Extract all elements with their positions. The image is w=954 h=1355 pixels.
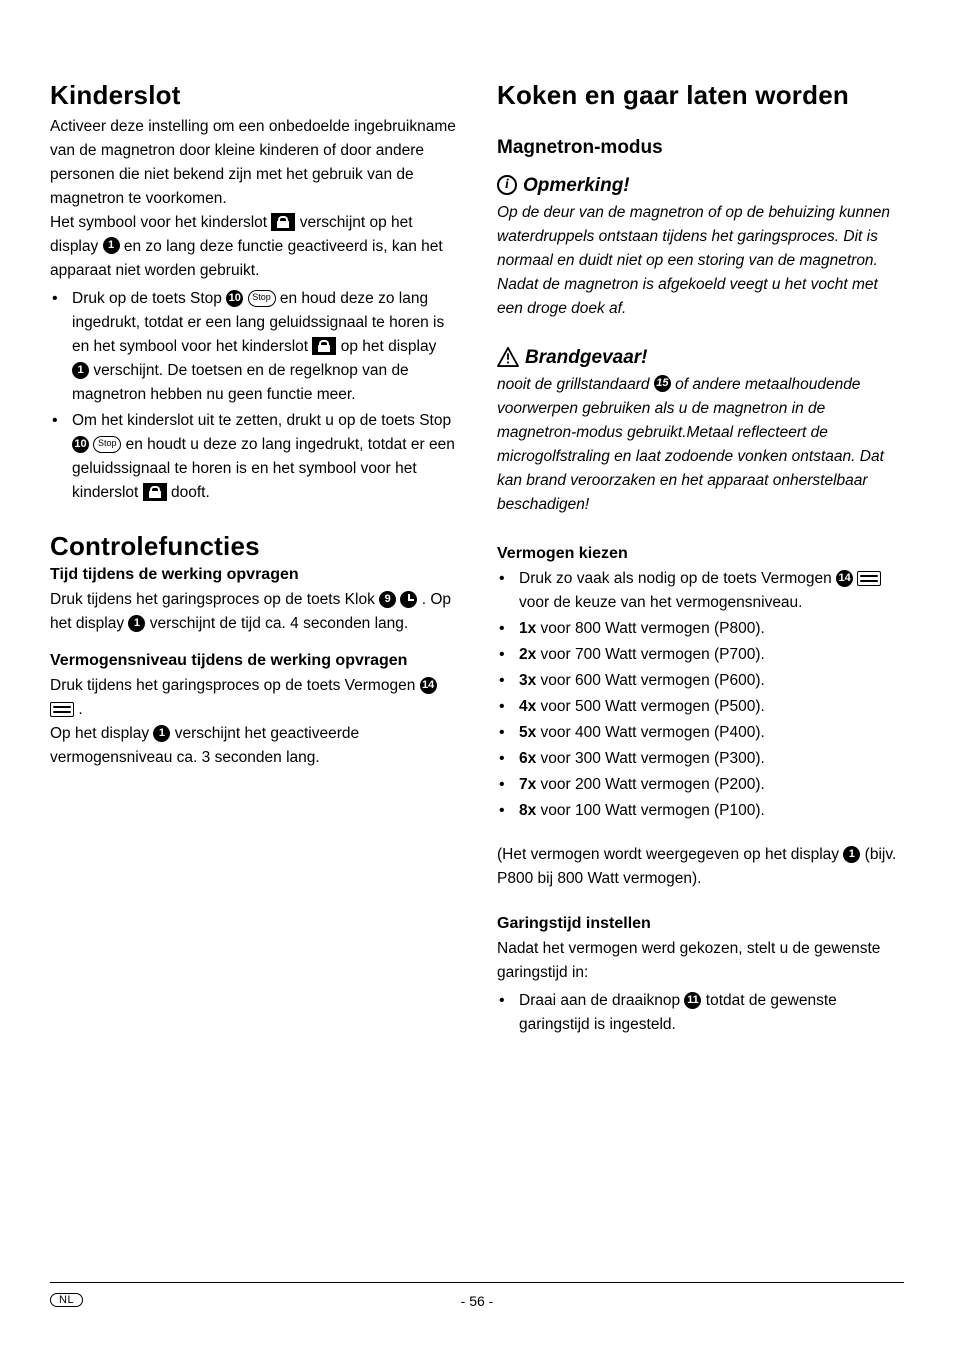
text: Op het display bbox=[50, 725, 153, 742]
page-number: - 56 - bbox=[461, 1293, 494, 1309]
ref-1-icon: 1 bbox=[103, 237, 120, 254]
list-item: 3x voor 600 Watt vermogen (P600). bbox=[497, 669, 904, 693]
text: voor 200 Watt vermogen (P200). bbox=[536, 776, 765, 793]
text: verschijnt. De toetsen en de regelknop v… bbox=[72, 362, 409, 403]
count: 6x bbox=[519, 750, 536, 767]
heading-garingstijd: Garingstijd instellen bbox=[497, 915, 904, 933]
count: 4x bbox=[519, 698, 536, 715]
list-item: 8x voor 100 Watt vermogen (P100). bbox=[497, 799, 904, 823]
power-icon bbox=[857, 571, 881, 586]
ref-1-icon: 1 bbox=[843, 846, 860, 863]
brandgevaar-body: nooit de grillstandaard 15 of andere met… bbox=[497, 373, 904, 517]
heading-opmerking: i Opmerking! bbox=[497, 175, 904, 197]
list-item: 1x voor 800 Watt vermogen (P800). bbox=[497, 617, 904, 641]
opmerking-body: Op de deur van de magnetron of op de beh… bbox=[497, 201, 904, 321]
vermogen-body-1: Druk tijdens het garingsproces op de toe… bbox=[50, 674, 457, 722]
ref-1-icon: 1 bbox=[153, 725, 170, 742]
heading-brandgevaar: Brandgevaar! bbox=[497, 347, 904, 369]
garingstijd-list: Draai aan de draaiknop 11 totdat de gewe… bbox=[497, 989, 904, 1037]
text: voor 300 Watt vermogen (P300). bbox=[536, 750, 765, 767]
text: Druk op de toets Stop bbox=[72, 290, 226, 307]
stop-icon: Stop bbox=[93, 436, 121, 453]
right-column: Koken en gaar laten worden Magnetron-mod… bbox=[497, 80, 904, 1039]
vermogen-body-2: Op het display 1 verschijnt het geactive… bbox=[50, 722, 457, 770]
heading-koken: Koken en gaar laten worden bbox=[497, 80, 904, 111]
text: Druk tijdens het garingsproces op de toe… bbox=[50, 677, 420, 694]
heading-vermogen-kiezen: Vermogen kiezen bbox=[497, 545, 904, 563]
count: 7x bbox=[519, 776, 536, 793]
list-item: 2x voor 700 Watt vermogen (P700). bbox=[497, 643, 904, 667]
text: voor 600 Watt vermogen (P600). bbox=[536, 672, 765, 689]
text: Om het kinderslot uit te zetten, drukt u… bbox=[72, 412, 451, 429]
text: Het symbool voor het kinderslot bbox=[50, 214, 271, 231]
text: voor 800 Watt vermogen (P800). bbox=[536, 620, 765, 637]
ref-10-icon: 10 bbox=[226, 290, 243, 307]
list-item: Draai aan de draaiknop 11 totdat de gewe… bbox=[497, 989, 904, 1037]
ref-10-icon: 10 bbox=[72, 436, 89, 453]
warning-icon bbox=[497, 347, 519, 367]
clock-icon bbox=[400, 591, 417, 608]
list-item: Druk zo vaak als nodig op de toets Vermo… bbox=[497, 567, 904, 615]
count: 8x bbox=[519, 802, 536, 819]
text: Druk zo vaak als nodig op de toets Vermo… bbox=[519, 570, 836, 587]
ref-1-icon: 1 bbox=[72, 362, 89, 379]
page-footer: NL - 56 - bbox=[50, 1282, 904, 1309]
text: voor 500 Watt vermogen (P500). bbox=[536, 698, 765, 715]
vermogen-note: (Het vermogen wordt weergegeven op het d… bbox=[497, 843, 904, 891]
ref-11-icon: 11 bbox=[684, 992, 701, 1009]
tijd-body: Druk tijdens het garingsproces op de toe… bbox=[50, 588, 457, 636]
ref-14-icon: 14 bbox=[836, 570, 853, 587]
ref-14-icon: 14 bbox=[420, 677, 437, 694]
power-icon bbox=[50, 702, 74, 717]
opmerking-label: Opmerking! bbox=[523, 175, 630, 197]
text: Activeer deze instelling om een onbedoel… bbox=[50, 118, 456, 207]
heading-vermogensniveau: Vermogensniveau tijdens de werking opvra… bbox=[50, 652, 457, 670]
ref-15-icon: 15 bbox=[654, 375, 671, 392]
lock-icon bbox=[271, 213, 295, 231]
brandgevaar-label: Brandgevaar! bbox=[525, 347, 648, 369]
text: verschijnt de tijd ca. 4 seconden lang. bbox=[150, 615, 409, 632]
stop-icon: Stop bbox=[248, 290, 276, 307]
list-item: 5x voor 400 Watt vermogen (P400). bbox=[497, 721, 904, 745]
count: 2x bbox=[519, 646, 536, 663]
text: . bbox=[78, 701, 82, 718]
text: voor de keuze van het vermogensniveau. bbox=[519, 594, 802, 611]
text: en houdt u deze zo lang ingedrukt, totda… bbox=[72, 436, 455, 501]
text: op het display bbox=[341, 338, 437, 355]
lock-icon bbox=[312, 337, 336, 355]
text: dooft. bbox=[171, 484, 210, 501]
text: Druk tijdens het garingsproces op de toe… bbox=[50, 591, 379, 608]
language-badge: NL bbox=[50, 1293, 83, 1307]
count: 3x bbox=[519, 672, 536, 689]
garingstijd-intro: Nadat het vermogen werd gekozen, stelt u… bbox=[497, 937, 904, 985]
heading-tijd: Tijd tijdens de werking opvragen bbox=[50, 566, 457, 584]
kinderslot-list: Druk op de toets Stop 10 Stop en houd de… bbox=[50, 287, 457, 505]
text: voor 100 Watt vermogen (P100). bbox=[536, 802, 765, 819]
text: voor 400 Watt vermogen (P400). bbox=[536, 724, 765, 741]
list-item: Druk op de toets Stop 10 Stop en houd de… bbox=[50, 287, 457, 407]
lock-icon bbox=[143, 483, 167, 501]
page-columns: Kinderslot Activeer deze instelling om e… bbox=[50, 80, 904, 1039]
heading-controlefuncties: Controlefuncties bbox=[50, 531, 457, 562]
left-column: Kinderslot Activeer deze instelling om e… bbox=[50, 80, 457, 1039]
info-icon: i bbox=[497, 175, 517, 195]
ref-9-icon: 9 bbox=[379, 591, 396, 608]
kinderslot-intro: Activeer deze instelling om een onbedoel… bbox=[50, 115, 457, 283]
text: Draai aan de draaiknop bbox=[519, 992, 684, 1009]
count: 1x bbox=[519, 620, 536, 637]
vermogen-kiezen-list: Druk zo vaak als nodig op de toets Vermo… bbox=[497, 567, 904, 823]
text: nooit de grillstandaard bbox=[497, 376, 654, 393]
count: 5x bbox=[519, 724, 536, 741]
heading-magnetron-modus: Magnetron-modus bbox=[497, 137, 904, 159]
text: (Het vermogen wordt weergegeven op het d… bbox=[497, 846, 843, 863]
heading-kinderslot: Kinderslot bbox=[50, 80, 457, 111]
text: voor 700 Watt vermogen (P700). bbox=[536, 646, 765, 663]
text: of andere metaalhoudende voorwerpen gebr… bbox=[497, 376, 884, 513]
list-item: 6x voor 300 Watt vermogen (P300). bbox=[497, 747, 904, 771]
list-item: 7x voor 200 Watt vermogen (P200). bbox=[497, 773, 904, 797]
ref-1-icon: 1 bbox=[128, 615, 145, 632]
list-item: Om het kinderslot uit te zetten, drukt u… bbox=[50, 409, 457, 505]
list-item: 4x voor 500 Watt vermogen (P500). bbox=[497, 695, 904, 719]
